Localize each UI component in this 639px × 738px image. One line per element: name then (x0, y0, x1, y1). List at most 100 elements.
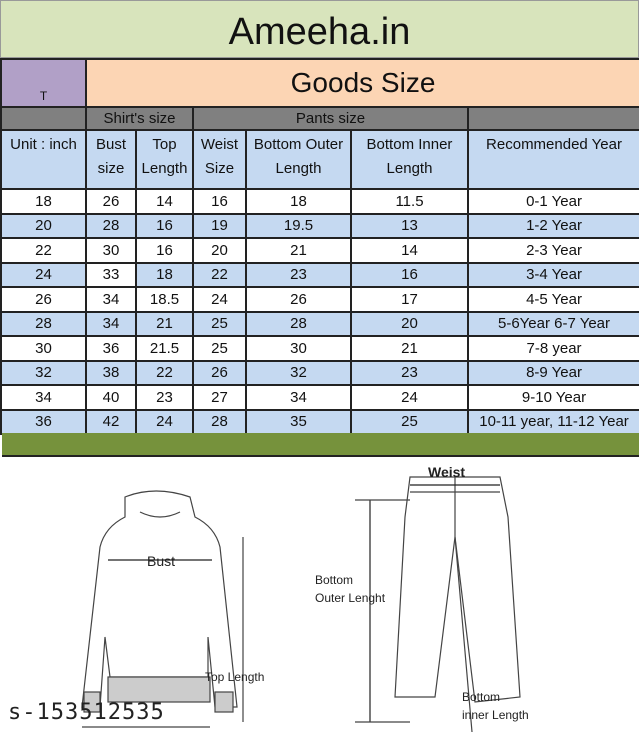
table-cell: 25 (192, 335, 247, 362)
table-cell: 2-3 Year (466, 237, 639, 264)
table-cell: 3-4 Year (466, 261, 639, 288)
table-cell: 13 (350, 212, 469, 239)
column-header: Unit : inch (0, 129, 87, 190)
table-cell: 16 (135, 212, 194, 239)
inner-length-label-2: inner Length (462, 708, 529, 722)
column-header: Recommended Year (466, 129, 639, 190)
table-cell: 28 (192, 408, 247, 435)
table-row: 30 36 21.5 25 30 21 7-8 year (0, 335, 639, 362)
group-empty-2 (466, 106, 639, 131)
table-cell: 20 (0, 212, 87, 239)
table-cell: 18.5 (135, 286, 194, 313)
table-cell: 30 (85, 237, 137, 264)
table-cell: 26 (245, 286, 352, 313)
table-cell: 35 (245, 408, 352, 435)
table-row: 32 38 22 26 32 23 8-9 Year (0, 359, 639, 386)
garment-diagram (81, 476, 521, 733)
group-empty (0, 106, 87, 131)
table-cell: 40 (85, 384, 137, 411)
table-cell: 34 (85, 286, 137, 313)
table-cell: 19.5 (245, 212, 352, 239)
table-cell: 8-9 Year (466, 359, 639, 386)
table-cell: 42 (85, 408, 137, 435)
table-cell: 23 (350, 359, 469, 386)
table-cell: 27 (192, 384, 247, 411)
corner-cell: T (0, 58, 87, 108)
table-cell: 7-8 year (466, 335, 639, 362)
column-header: Bottom Inner Length (350, 129, 469, 190)
column-header: Weist Size (192, 129, 247, 190)
table-cell: 4-5 Year (466, 286, 639, 313)
table-cell: 24 (192, 286, 247, 313)
table-cell: 9-10 Year (466, 384, 639, 411)
table-cell: 34 (245, 384, 352, 411)
product-id-watermark: s-153512535 (8, 700, 165, 725)
hoodie-illustration (81, 490, 244, 728)
table-cell: 30 (245, 335, 352, 362)
table-cell: 14 (350, 237, 469, 264)
table-cell: 24 (135, 408, 194, 435)
table-row: 34 40 23 27 34 24 9-10 Year (0, 384, 639, 411)
table-cell: 21 (350, 335, 469, 362)
table-cell: 25 (192, 310, 247, 337)
table-row: 26 34 18.5 24 26 17 4-5 Year (0, 286, 639, 313)
table-cell: 0-1 Year (466, 188, 639, 215)
table-cell: 38 (85, 359, 137, 386)
weist-label: Weist (428, 464, 466, 480)
table-cell: 21 (245, 237, 352, 264)
green-band (2, 433, 639, 457)
table-cell: 21.5 (135, 335, 194, 362)
table-cell: 18 (245, 188, 352, 215)
top-length-label: Top Length (205, 670, 265, 684)
table-row: 28 34 21 25 28 20 5-6Year 6-7 Year (0, 310, 639, 337)
table-cell: 16 (350, 261, 469, 288)
inner-length-label-1: Bottom (462, 690, 501, 704)
table-cell: 33 (85, 261, 137, 288)
table-cell: 26 (192, 359, 247, 386)
column-header: Bust size (85, 129, 137, 190)
table-cell: 16 (192, 188, 247, 215)
table-cell: 16 (135, 237, 194, 264)
table-cell: 22 (135, 359, 194, 386)
size-chart-table: T Goods Size Shirt's size Pants size Uni… (0, 58, 639, 435)
table-row: 36 42 24 28 35 25 10-11 year, 11-12 Year (0, 408, 639, 435)
column-header: Bottom Outer Length (245, 129, 352, 190)
column-header: Top Length (135, 129, 194, 190)
table-cell: 18 (0, 188, 87, 215)
table-row: 24 33 18 22 23 16 3-4 Year (0, 261, 639, 288)
table-cell: 19 (192, 212, 247, 239)
brand-title: Ameeha.in (0, 0, 639, 58)
table-cell: 14 (135, 188, 194, 215)
table-cell: 24 (0, 261, 87, 288)
outer-length-label-1: Bottom (315, 573, 354, 587)
outer-length-label-2: Outer Lenght (315, 591, 386, 605)
table-cell: 28 (85, 212, 137, 239)
table-cell: 1-2 Year (466, 212, 639, 239)
table-cell: 26 (85, 188, 137, 215)
group-pants: Pants size (192, 106, 469, 131)
table-cell: 32 (0, 359, 87, 386)
bust-label: Bust (147, 553, 176, 569)
table-cell: 26 (0, 286, 87, 313)
table-row: 22 30 16 20 21 14 2-3 Year (0, 237, 639, 264)
table-cell: 17 (350, 286, 469, 313)
table-row: 18 26 14 16 18 11.5 0-1 Year (0, 188, 639, 215)
table-cell: 23 (135, 384, 194, 411)
table-cell: 21 (135, 310, 194, 337)
table-cell: 28 (0, 310, 87, 337)
table-cell: 20 (192, 237, 247, 264)
table-cell: 10-11 year, 11-12 Year (466, 408, 639, 435)
table-cell: 23 (245, 261, 352, 288)
table-cell: 25 (350, 408, 469, 435)
table-cell: 24 (350, 384, 469, 411)
table-cell: 36 (0, 408, 87, 435)
table-cell: 20 (350, 310, 469, 337)
table-cell: 5-6Year 6-7 Year (466, 310, 639, 337)
table-cell: 34 (85, 310, 137, 337)
table-cell: 34 (0, 384, 87, 411)
table-cell: 22 (192, 261, 247, 288)
table-cell: 36 (85, 335, 137, 362)
group-shirt: Shirt's size (85, 106, 194, 131)
table-cell: 18 (135, 261, 194, 288)
table-cell: 22 (0, 237, 87, 264)
